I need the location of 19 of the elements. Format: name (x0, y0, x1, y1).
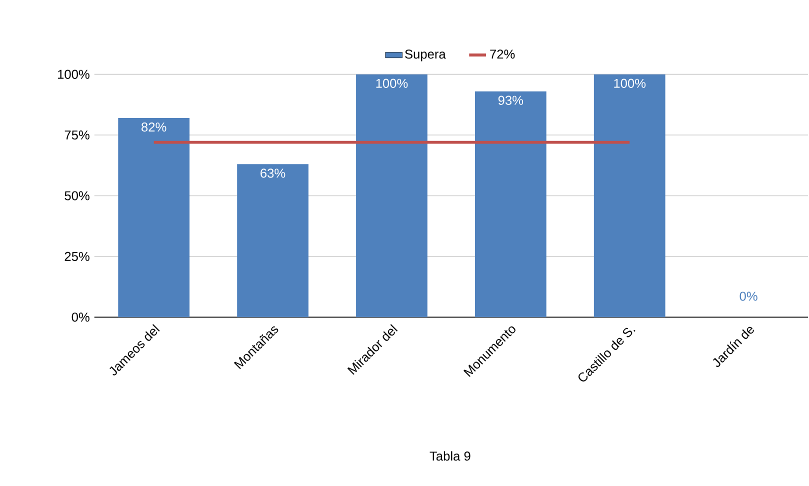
text: Tabla 9 (430, 451, 470, 461)
data-label: 82% (142, 122, 166, 132)
y-tick-label: 25% (64, 252, 90, 262)
bar (237, 164, 308, 318)
data-label: 63% (260, 168, 286, 178)
data-label: 0% (740, 292, 758, 301)
data-label: 100% (614, 78, 646, 88)
bar (594, 74, 666, 318)
legend-label: 72% (490, 50, 515, 59)
legend-label: Supera (405, 50, 446, 62)
y-tick-label: 100% (58, 70, 90, 80)
bar (356, 74, 428, 318)
data-label: 93% (498, 96, 524, 106)
bar (118, 118, 190, 318)
y-tick-label: 50% (64, 191, 90, 200)
y-tick-label: 75% (64, 130, 90, 140)
data-label: 100% (376, 78, 408, 88)
y-tick-label: 0% (72, 312, 90, 322)
bar (474, 91, 546, 318)
